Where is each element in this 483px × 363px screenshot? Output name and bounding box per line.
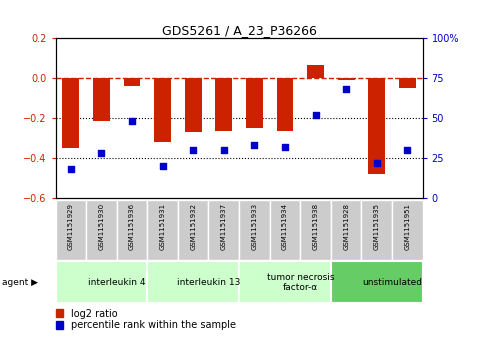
Bar [93,78,110,121]
Bar [147,261,239,303]
Legend: log2 ratio, percentile rank within the sample: log2 ratio, percentile rank within the s… [56,309,236,330]
Text: tumor necrosis
factor-α: tumor necrosis factor-α [267,273,334,292]
Bar [338,78,355,80]
Bar [147,200,178,260]
Bar [277,78,293,131]
Point [98,150,105,156]
Text: GSM1151934: GSM1151934 [282,203,288,250]
Text: GSM1151936: GSM1151936 [129,203,135,250]
Text: interleukin 4: interleukin 4 [88,278,145,287]
Bar [86,200,117,260]
Text: GSM1151930: GSM1151930 [99,203,104,250]
Bar [270,200,300,260]
Bar [300,200,331,260]
Bar [239,200,270,260]
Bar [178,200,209,260]
Bar [239,261,331,303]
Bar [361,200,392,260]
Point [251,142,258,148]
Point [189,147,197,153]
Point [67,166,75,172]
Text: GSM1151951: GSM1151951 [404,203,411,250]
Bar [307,65,324,78]
Point [342,86,350,92]
Point [373,160,381,166]
Bar [331,261,423,303]
Bar [154,78,171,142]
Text: interleukin 13: interleukin 13 [177,278,240,287]
Bar [209,200,239,260]
Point [312,112,319,118]
Text: GSM1151933: GSM1151933 [251,203,257,250]
Point [403,147,411,153]
Point [128,118,136,124]
Bar [124,78,141,86]
Text: GSM1151928: GSM1151928 [343,203,349,250]
Bar [62,78,79,148]
Bar [215,78,232,131]
Bar [246,78,263,128]
Bar [56,261,147,303]
Title: GDS5261 / A_23_P36266: GDS5261 / A_23_P36266 [162,24,316,37]
Bar [56,200,86,260]
Point [220,147,227,153]
Text: GSM1151935: GSM1151935 [374,203,380,250]
Bar [399,78,416,88]
Text: agent ▶: agent ▶ [2,278,39,287]
Text: GSM1151932: GSM1151932 [190,203,196,250]
Bar [369,78,385,174]
Text: GSM1151931: GSM1151931 [159,203,166,250]
Text: GSM1151937: GSM1151937 [221,203,227,250]
Text: GSM1151929: GSM1151929 [68,203,74,250]
Point [159,163,167,169]
Text: unstimulated: unstimulated [362,278,422,287]
Bar [331,200,361,260]
Bar [185,78,201,132]
Bar [117,200,147,260]
Point [281,144,289,150]
Bar [392,200,423,260]
Text: GSM1151938: GSM1151938 [313,203,319,250]
